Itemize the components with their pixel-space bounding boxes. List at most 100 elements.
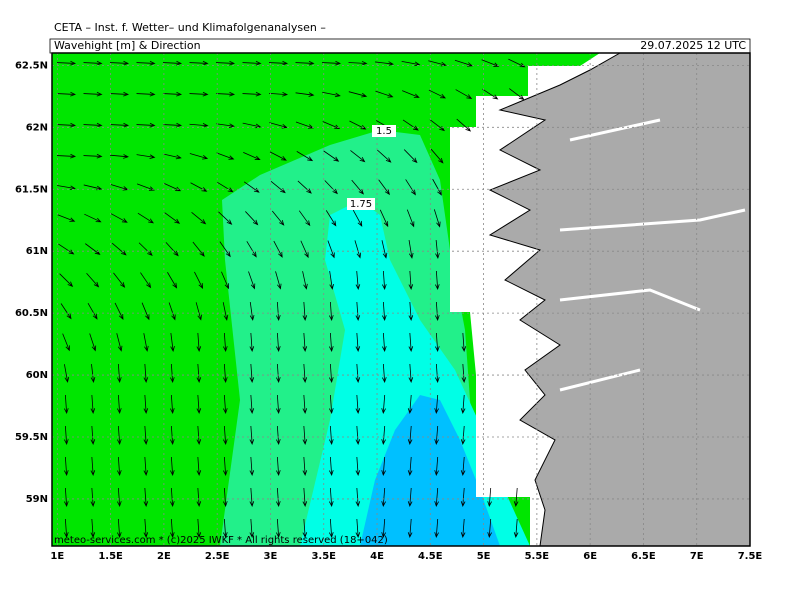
wave-arrow [407, 518, 413, 538]
wave-arrow [434, 425, 439, 445]
wave-arrow [89, 333, 97, 352]
wave-arrow [170, 333, 175, 352]
wave-arrow [435, 363, 440, 384]
wave-arrow [296, 151, 314, 162]
wave-arrow [83, 153, 103, 159]
contour-label: 1.5 [376, 126, 392, 137]
wave-arrow [268, 60, 289, 66]
wave-arrow [170, 394, 175, 415]
wave-arrow [403, 149, 418, 164]
wave-arrow [248, 271, 256, 290]
wave-arrow [323, 150, 340, 162]
wave-arrow [136, 91, 156, 97]
wave-arrow [381, 456, 386, 476]
wave-arrow [434, 456, 439, 476]
wave-arrow [378, 179, 390, 196]
wave-arrow [355, 456, 361, 477]
wave-arrow [143, 518, 149, 539]
wave-arrow [219, 241, 231, 258]
wave-arrow [408, 363, 414, 384]
wave-arrow [355, 487, 361, 508]
wave-arrow [221, 271, 229, 290]
wave-arrow [302, 394, 308, 415]
wave-arrow [83, 60, 103, 66]
wave-arrow [455, 89, 473, 99]
wave-arrow [137, 212, 154, 224]
wave-arrow [223, 363, 228, 384]
wave-arrow [87, 302, 98, 320]
y-tick-label: 61.5N [15, 184, 48, 195]
wave-arrow [117, 518, 122, 539]
wave-arrow [322, 91, 341, 98]
wave-arrow [302, 271, 308, 290]
wave-arrow [276, 301, 281, 322]
wave-arrow [352, 209, 363, 227]
wave-arrow [434, 518, 439, 538]
wave-arrow [194, 271, 204, 289]
wave-arrow [302, 518, 308, 539]
wave-arrow [216, 152, 235, 160]
wave-arrow [275, 271, 282, 290]
wave-arrow [348, 91, 368, 98]
wave-arrow [83, 122, 103, 128]
wave-arrow [381, 518, 386, 538]
wave-arrow [460, 487, 466, 507]
wave-arrow [379, 209, 389, 228]
wave-arrow [191, 211, 207, 225]
wave-arrow [329, 425, 334, 446]
wave-arrow [432, 178, 442, 196]
credit: meteo-services.com * (c)2025 IWKF * All … [54, 535, 388, 546]
y-tick-label: 59N [26, 494, 48, 505]
wave-arrow [405, 179, 416, 196]
grid [52, 53, 750, 546]
wave-arrow [64, 518, 69, 539]
wave-arrow [487, 487, 492, 507]
contour-label: 1.75 [350, 199, 372, 210]
wave-arrow [302, 425, 308, 446]
wave-arrow [90, 487, 96, 508]
wave-arrow [435, 332, 440, 353]
wave-arrow [508, 58, 526, 68]
wave-arrow [329, 487, 334, 508]
wave-arrow [276, 394, 281, 415]
wave-arrow [196, 363, 202, 384]
wave-arrow [295, 60, 315, 66]
wave-arrow [249, 332, 255, 353]
wave-arrow [217, 181, 234, 193]
wave-arrow [117, 425, 122, 446]
wave-arrow [460, 425, 466, 445]
wave-arrow [136, 154, 156, 159]
wave-arrow [56, 153, 77, 159]
x-tick-label: 5E [477, 551, 491, 562]
x-tick-label: 4.5E [418, 551, 443, 562]
wave-arrow [355, 394, 361, 415]
wave-arrow [513, 518, 519, 538]
wave-arrow [268, 91, 289, 97]
wave-arrow [222, 302, 229, 321]
wave-arrow [162, 122, 183, 128]
wave-arrow [456, 118, 472, 132]
wave-arrow [192, 241, 205, 257]
wave-arrow [64, 394, 69, 415]
map-area [52, 53, 750, 546]
wave-arrow [381, 487, 386, 507]
wave-arrow [382, 301, 387, 322]
wave-arrow [57, 214, 76, 222]
wave-arrow [295, 121, 314, 129]
wave-arrow [407, 487, 413, 507]
wave-arrow [406, 209, 415, 228]
wave-arrow [407, 394, 413, 414]
x-tick-label: 3E [264, 551, 278, 562]
wave-arrow [382, 332, 387, 353]
wave-arrow [64, 425, 69, 446]
wave-arrow [269, 151, 287, 161]
wave-arrow [375, 90, 394, 98]
wave-arrow [196, 456, 202, 477]
wave-arrow [302, 487, 308, 508]
wave-arrow [113, 272, 126, 288]
wave-arrow [269, 122, 288, 129]
wave-arrow [276, 363, 281, 384]
wave-arrow [196, 518, 202, 539]
wave-arrow [223, 394, 228, 415]
wave-arrow [481, 59, 500, 67]
